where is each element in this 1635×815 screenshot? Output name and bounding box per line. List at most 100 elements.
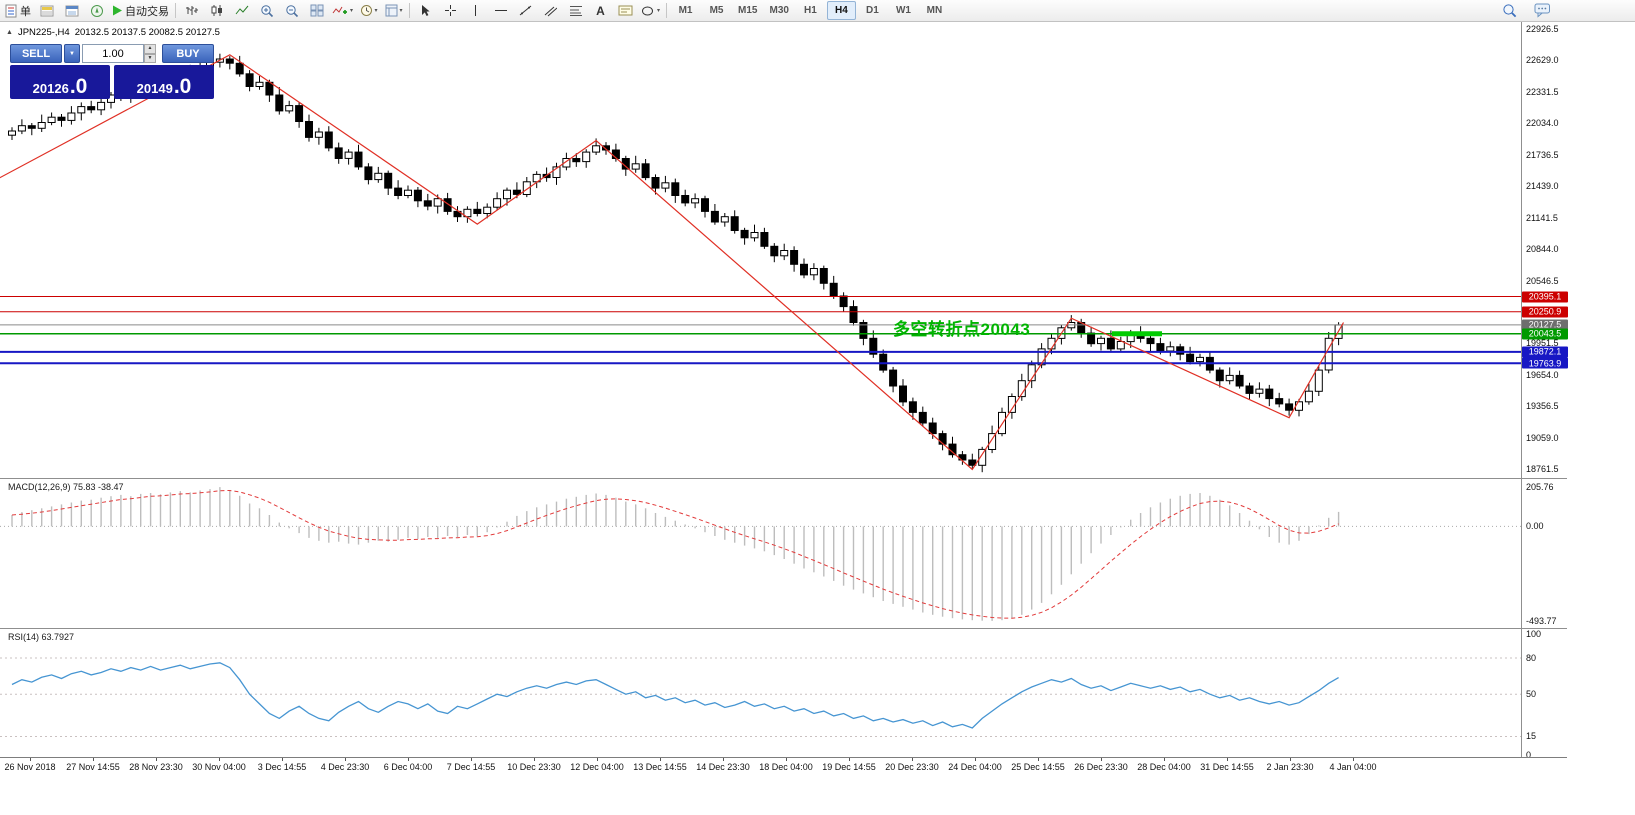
new-order-icon	[5, 4, 18, 18]
cursor-icon	[420, 4, 431, 17]
price-tag: 20250.9	[1522, 306, 1568, 318]
time-axis-tick	[597, 758, 598, 761]
search-button[interactable]	[1497, 0, 1522, 21]
fibonacci-icon	[569, 4, 583, 17]
time-axis-label: 24 Dec 04:00	[948, 762, 1002, 772]
time-axis-tick	[219, 758, 220, 761]
rsi-axis-label: 0	[1526, 749, 1532, 760]
time-axis-label: 28 Dec 04:00	[1137, 762, 1191, 772]
rsi-axis-label: 50	[1526, 689, 1537, 700]
autotrading-button[interactable]: 自动交易	[109, 0, 172, 21]
time-axis-tick	[1290, 758, 1291, 761]
trade-panel-collapse-toggle[interactable]: ▲	[6, 29, 13, 36]
label-tool-button[interactable]	[613, 0, 638, 21]
timeframe-m5-button[interactable]: M5	[709, 5, 724, 16]
rsi-panel-splitter[interactable]	[0, 628, 1567, 629]
macd-axis-label: 205.76	[1526, 482, 1554, 493]
price-axis-label: 19951.5	[1526, 338, 1559, 349]
timeframe-h4-button[interactable]: H4	[826, 1, 856, 20]
fibonacci-button[interactable]	[563, 0, 588, 21]
time-axis-label: 26 Nov 2018	[4, 762, 56, 772]
time-axis-tick	[1353, 758, 1354, 761]
macd-panel-splitter[interactable]	[0, 478, 1567, 479]
toolbar-group-chart: ▾ ▾ ▾	[179, 0, 406, 22]
navigator-button[interactable]	[84, 0, 109, 21]
line-chart-button[interactable]	[229, 0, 254, 21]
templates-button[interactable]: ▾	[381, 0, 406, 21]
timeframe-m15-button[interactable]: M15	[738, 5, 758, 16]
candlestick-chart-button[interactable]	[204, 0, 229, 21]
time-axis-label: 14 Dec 23:30	[696, 762, 750, 772]
zoom-in-button[interactable]	[254, 0, 279, 21]
rsi-label: RSI(14) 63.7927	[8, 632, 75, 642]
time-axis-label: 6 Dec 04:00	[383, 762, 433, 772]
time-axis-label: 12 Dec 04:00	[570, 762, 624, 772]
time-axis-tick	[156, 758, 157, 761]
timeframe-w1-button[interactable]: W1	[895, 5, 911, 16]
indicators-button[interactable]: ▾	[329, 0, 356, 21]
data-window-button[interactable]	[59, 0, 84, 21]
vertical-line-button[interactable]	[463, 0, 488, 21]
buy-button[interactable]: BUY	[162, 44, 214, 63]
price-axis[interactable]: 22926.5 22629.0 22331.5 22034.0 21736.5 21439…	[1521, 22, 1635, 760]
time-axis-label: 3 Dec 14:55	[257, 762, 307, 772]
price-axis-label: 20844.0	[1526, 244, 1559, 255]
market-watch-icon	[40, 4, 54, 18]
chat-button[interactable]	[1530, 0, 1555, 21]
volume-spinner: ▲ ▼	[144, 44, 156, 63]
order-type-dropdown[interactable]: ▼	[64, 44, 80, 63]
volume-spinner-up[interactable]: ▲	[144, 44, 156, 54]
text-tool-icon: A	[596, 3, 605, 18]
price-axis-label: 21141.5	[1526, 212, 1558, 223]
navigator-icon	[90, 4, 104, 18]
sell-price-button[interactable]: 20126 .0	[10, 65, 110, 99]
timeframe-h1-button[interactable]: H1	[804, 5, 817, 16]
cursor-button[interactable]	[413, 0, 438, 21]
timeframe-m1-button[interactable]: M1	[678, 5, 693, 16]
trendline-button[interactable]	[513, 0, 538, 21]
buy-price-button[interactable]: 20149 .0	[114, 65, 214, 99]
channel-button[interactable]	[538, 0, 563, 21]
time-axis-tick	[1164, 758, 1165, 761]
zoom-in-icon	[260, 4, 274, 18]
periods-button[interactable]: ▾	[356, 0, 381, 21]
price-tag: 20127.5	[1522, 319, 1568, 331]
macd-axis-label: 0.00	[1526, 521, 1544, 532]
timeframe-d1-button[interactable]: D1	[866, 5, 879, 16]
zoom-out-button[interactable]	[279, 0, 304, 21]
buy-price: 20149	[136, 80, 173, 96]
indicators-icon	[332, 4, 348, 17]
crosshair-button[interactable]	[438, 0, 463, 21]
time-axis-label: 28 Nov 23:30	[129, 762, 183, 772]
text-tool-button[interactable]: A	[588, 0, 613, 21]
price-axis-label: 18761.5	[1526, 464, 1559, 475]
tile-windows-button[interactable]	[304, 0, 329, 21]
clock-icon	[360, 4, 373, 17]
new-order-button[interactable]: 单	[2, 0, 34, 21]
chart-window[interactable]: ▲ JPN225-,H4 20132.5 20137.5 20082.5 201…	[0, 22, 1635, 815]
price-axis-label: 21439.0	[1526, 181, 1559, 192]
price-axis-label: 21736.5	[1526, 149, 1559, 160]
bar-chart-icon	[185, 4, 199, 17]
bar-chart-button[interactable]	[179, 0, 204, 21]
volume-spinner-down[interactable]: ▼	[144, 53, 156, 63]
price-tag: 19763.9	[1522, 357, 1568, 369]
timeframe-m30-button[interactable]: M30	[769, 5, 789, 16]
macd-label: MACD(12,26,9) 75.83 -38.47	[8, 482, 124, 492]
price-chart-canvas[interactable]	[0, 22, 1521, 478]
volume-input[interactable]	[82, 44, 144, 63]
toolbar-group-drawing: A ▾	[413, 0, 663, 22]
time-axis-label: 13 Dec 14:55	[633, 762, 687, 772]
horizontal-line-button[interactable]	[488, 0, 513, 21]
rsi-indicator-canvas[interactable]	[0, 629, 1521, 757]
rsi-axis-label: 100	[1526, 628, 1542, 639]
sell-button[interactable]: SELL	[10, 44, 62, 63]
time-axis[interactable]: 26 Nov 2018 27 Nov 14:55 28 Nov 23:30 30 No…	[0, 757, 1567, 778]
timeframe-mn-button[interactable]: MN	[926, 5, 943, 16]
shapes-button[interactable]: ▾	[638, 0, 663, 21]
macd-indicator-canvas[interactable]	[0, 479, 1521, 628]
trendline-icon	[519, 4, 532, 17]
market-watch-button[interactable]	[34, 0, 59, 21]
time-axis-label: 26 Dec 23:30	[1074, 762, 1128, 772]
